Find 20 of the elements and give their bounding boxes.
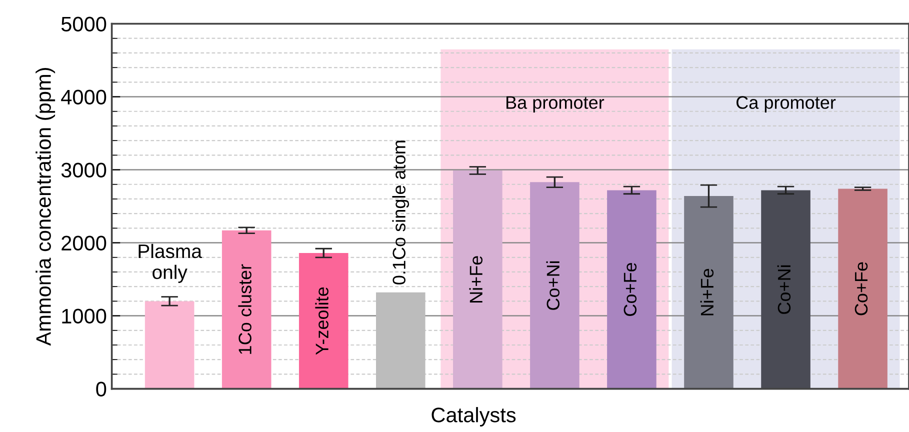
annotation: Ba promoter — [506, 96, 604, 112]
x-tick-label: 0.1Co single atom — [392, 140, 410, 284]
y-tick-label: 5000 — [61, 16, 106, 32]
x-tick-label: Ni+Fe — [469, 256, 483, 303]
y-tick-label: 4000 — [61, 90, 106, 105]
x-tick-label: Plasma only — [138, 244, 202, 283]
x-tick-label: Co+Ni — [546, 261, 560, 310]
y-tick-label: 0 — [96, 382, 106, 397]
annotation: Ca promoter — [736, 96, 836, 112]
y-tick-label: 3000 — [61, 162, 106, 178]
x-tick-label: Co+Ni — [777, 265, 791, 314]
x-tick-label: Co+Fe — [624, 262, 637, 316]
x-tick-label: 1Co cluster — [238, 264, 252, 354]
y-axis-title: Ammonia concentration (ppm) — [36, 68, 56, 346]
y-tick-label: 1000 — [62, 308, 106, 324]
x-tick-label: Ni+Fe — [700, 268, 714, 316]
x-tick-label: Y-zeolite — [315, 287, 328, 355]
y-tick-label: 2000 — [62, 236, 106, 251]
x-tick-label: Co+Fe — [854, 262, 868, 316]
x-axis-title: Catalysts — [432, 407, 516, 426]
